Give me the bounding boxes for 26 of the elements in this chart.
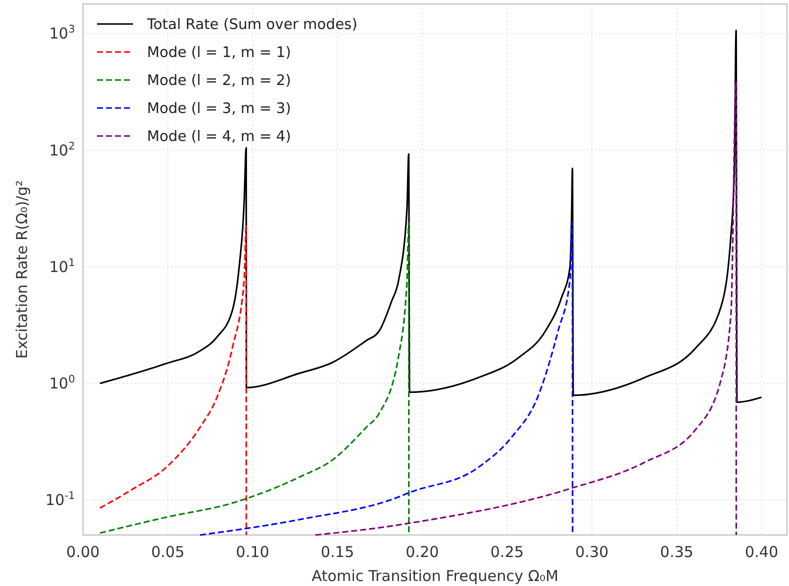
x-tick-label: 0.15 bbox=[320, 543, 354, 561]
x-tick-label: 0.10 bbox=[236, 543, 270, 561]
y-tick-label: 10$^{2}$ bbox=[49, 140, 75, 160]
x-tick-label: 0.25 bbox=[490, 543, 524, 561]
y-tick-label: 10$^{3}$ bbox=[49, 24, 75, 43]
y-axis-title: Excitation Rate R(Ω₀)/g² bbox=[13, 180, 31, 359]
x-tick-label: 0.00 bbox=[66, 543, 100, 561]
x-tick-label: 0.20 bbox=[406, 543, 439, 561]
y-tick-label: 10$^{1}$ bbox=[49, 256, 75, 276]
line-series bbox=[99, 30, 762, 403]
line-series bbox=[99, 222, 410, 536]
legend-label: Mode (l = 2, m = 2) bbox=[147, 73, 291, 89]
y-tick-label: 10$^{-1}$ bbox=[45, 490, 75, 509]
x-tick-label: 0.30 bbox=[575, 543, 609, 561]
x-tick-label: 0.40 bbox=[744, 543, 778, 561]
legend-label: Total Rate (Sum over modes) bbox=[146, 17, 358, 33]
y-tick-label: 10$^{0}$ bbox=[49, 373, 75, 392]
legend-label: Mode (l = 3, m = 3) bbox=[147, 101, 291, 117]
legend-label: Mode (l = 1, m = 1) bbox=[147, 45, 291, 61]
x-tick-label: 0.35 bbox=[660, 543, 694, 561]
line-series bbox=[199, 222, 574, 536]
line-series bbox=[314, 80, 738, 536]
x-axis-title: Atomic Transition Frequency Ω₀M bbox=[312, 567, 558, 585]
x-tick-label: 0.05 bbox=[151, 543, 185, 561]
line-series bbox=[99, 224, 248, 536]
legend-label: Mode (l = 4, m = 4) bbox=[147, 129, 291, 145]
